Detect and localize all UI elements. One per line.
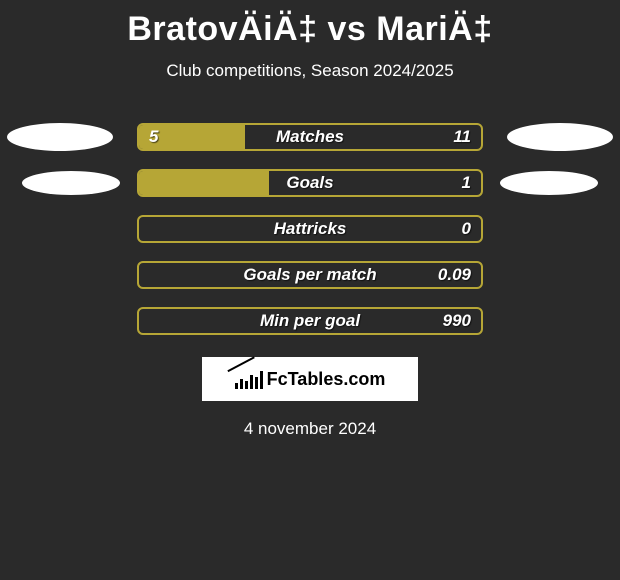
stat-label: Goals	[139, 173, 481, 193]
stat-rows: 5 Matches 11 Goals 1 Hattricks 0	[0, 123, 620, 335]
stat-label: Hattricks	[139, 219, 481, 239]
stat-bar: Hattricks 0	[137, 215, 483, 243]
stat-right-value: 0	[462, 219, 471, 239]
left-ellipse-icon	[22, 171, 120, 195]
stat-row: Hattricks 0	[0, 215, 620, 243]
stat-row: 5 Matches 11	[0, 123, 620, 151]
stat-right-value: 990	[443, 311, 471, 331]
stat-label: Min per goal	[139, 311, 481, 331]
stat-bar: Min per goal 990	[137, 307, 483, 335]
stat-label: Matches	[139, 127, 481, 147]
stat-bar: 5 Matches 11	[137, 123, 483, 151]
stat-bar: Goals 1	[137, 169, 483, 197]
date-text: 4 november 2024	[244, 419, 376, 439]
stat-right-value: 0.09	[438, 265, 471, 285]
stat-row: Goals per match 0.09	[0, 261, 620, 289]
comparison-container: BratovÄiÄ‡ vs MariÄ‡ Club competitions, …	[0, 0, 620, 439]
right-ellipse-icon	[500, 171, 598, 195]
stat-row: Min per goal 990	[0, 307, 620, 335]
stat-label: Goals per match	[139, 265, 481, 285]
stat-right-value: 11	[453, 127, 471, 147]
page-subtitle: Club competitions, Season 2024/2025	[166, 61, 453, 81]
right-ellipse-icon	[507, 123, 613, 151]
left-ellipse-icon	[7, 123, 113, 151]
logo-chart-icon	[235, 369, 263, 389]
page-title: BratovÄiÄ‡ vs MariÄ‡	[127, 10, 492, 49]
fctables-logo[interactable]: FcTables.com	[202, 357, 418, 401]
stat-right-value: 1	[462, 173, 471, 193]
stat-bar: Goals per match 0.09	[137, 261, 483, 289]
logo-text: FcTables.com	[267, 369, 386, 390]
stat-row: Goals 1	[0, 169, 620, 197]
